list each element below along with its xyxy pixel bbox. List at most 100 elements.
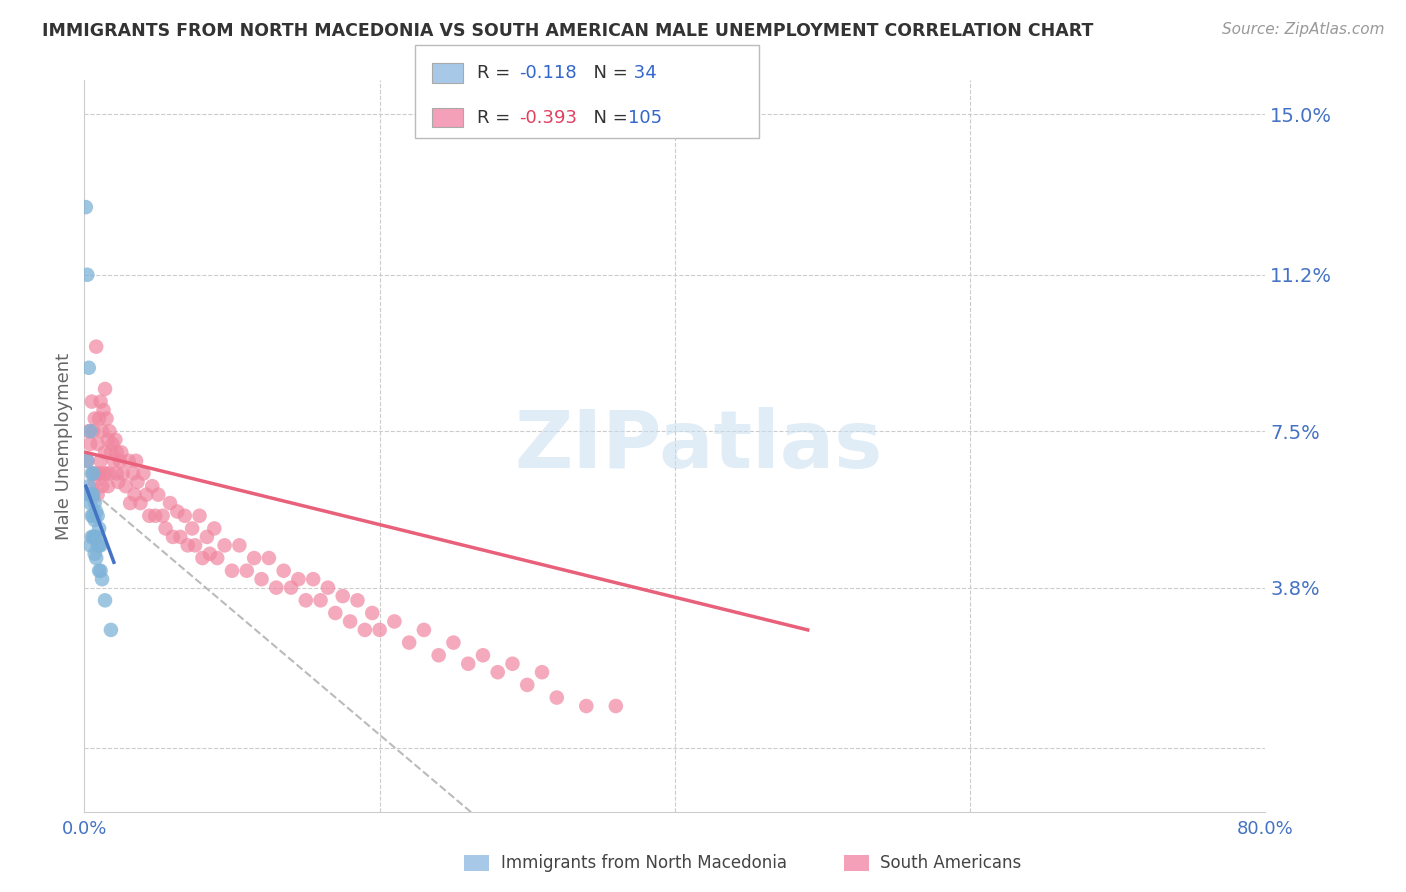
Point: [94, 445, 117, 459]
Point: [472, 648, 495, 663]
Point: [84, 551, 107, 566]
Point: [236, 564, 259, 578]
Point: [129, 496, 152, 510]
Point: [169, 530, 191, 544]
Point: [148, 488, 170, 502]
Point: [280, 581, 302, 595]
Point: [86, 488, 108, 502]
Point: [486, 665, 509, 680]
Point: [181, 521, 204, 535]
Point: [83, 547, 105, 561]
Point: [94, 593, 117, 607]
Point: [287, 572, 309, 586]
Point: [127, 475, 149, 489]
Point: [105, 445, 128, 459]
Point: [94, 382, 117, 396]
Point: [101, 437, 124, 451]
Point: [90, 394, 112, 409]
Point: [84, 467, 107, 481]
Point: [79, 496, 101, 510]
Point: [221, 564, 243, 578]
Point: [82, 488, 104, 502]
Point: [546, 690, 568, 705]
Point: [184, 538, 207, 552]
Point: [79, 424, 101, 438]
Point: [100, 623, 122, 637]
Text: N =: N =: [582, 109, 634, 127]
Point: [443, 635, 465, 649]
Point: [368, 623, 391, 637]
Point: [83, 496, 105, 510]
Point: [80, 508, 103, 523]
Point: [87, 521, 111, 535]
Point: [120, 496, 142, 510]
Text: 105: 105: [628, 109, 662, 127]
Point: [103, 454, 125, 468]
Point: [97, 433, 120, 447]
Point: [82, 508, 104, 523]
Text: South Americans: South Americans: [880, 854, 1021, 871]
Point: [87, 411, 111, 425]
Point: [82, 467, 104, 481]
Point: [159, 496, 181, 510]
Point: [191, 551, 214, 566]
Point: [86, 508, 108, 523]
Point: [75, 200, 97, 214]
Point: [86, 437, 108, 451]
Point: [177, 538, 200, 552]
Point: [110, 445, 132, 459]
Point: [250, 572, 273, 586]
Point: [83, 475, 105, 489]
Point: [228, 538, 250, 552]
Text: -0.118: -0.118: [519, 63, 576, 82]
Point: [93, 467, 115, 481]
Point: [76, 454, 98, 468]
Point: [87, 467, 111, 481]
Point: [243, 551, 266, 566]
Point: [531, 665, 554, 680]
Point: [152, 508, 174, 523]
Text: N =: N =: [582, 63, 634, 82]
Point: [79, 538, 101, 552]
Text: 34: 34: [628, 63, 657, 82]
Point: [346, 593, 368, 607]
Point: [80, 530, 103, 544]
Point: [316, 581, 339, 595]
Point: [162, 530, 184, 544]
Text: 0.0%: 0.0%: [62, 820, 107, 838]
Point: [132, 467, 155, 481]
Point: [108, 454, 131, 468]
Point: [104, 433, 127, 447]
Point: [77, 479, 100, 493]
Point: [76, 454, 98, 468]
Point: [77, 360, 100, 375]
Point: [124, 488, 146, 502]
Point: [90, 564, 112, 578]
Point: [77, 424, 100, 438]
Point: [82, 467, 104, 481]
Point: [354, 623, 377, 637]
Point: [111, 467, 134, 481]
Point: [143, 508, 166, 523]
Point: [93, 403, 115, 417]
Point: [207, 551, 229, 566]
Point: [135, 488, 157, 502]
Point: [83, 513, 105, 527]
Point: [332, 589, 354, 603]
Point: [97, 479, 120, 493]
Point: [141, 479, 163, 493]
Point: [91, 572, 114, 586]
Point: [87, 564, 111, 578]
Point: [100, 445, 122, 459]
Point: [302, 572, 325, 586]
Point: [398, 635, 420, 649]
Text: R =: R =: [477, 63, 516, 82]
Text: Source: ZipAtlas.com: Source: ZipAtlas.com: [1222, 22, 1385, 37]
Point: [98, 424, 121, 438]
Point: [122, 467, 145, 481]
Point: [82, 530, 104, 544]
Point: [516, 678, 538, 692]
Point: [295, 593, 318, 607]
Point: [266, 581, 288, 595]
Point: [80, 467, 103, 481]
